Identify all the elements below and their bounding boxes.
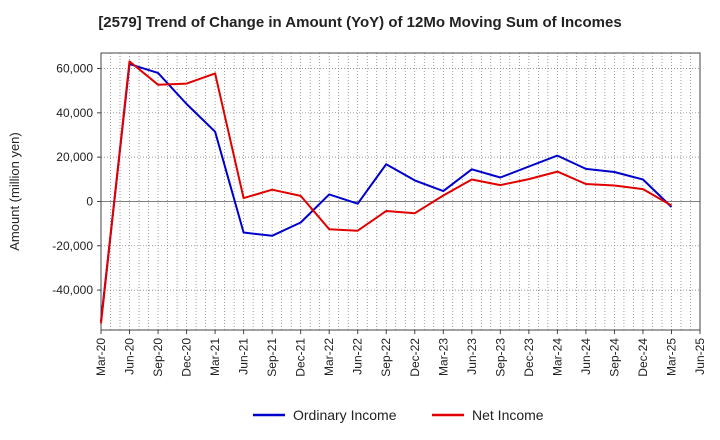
x-tick-label: Mar-23 (436, 338, 450, 376)
x-tick-label: Jun-25 (693, 338, 707, 375)
x-tick-label: Sep-21 (265, 338, 279, 377)
x-tick-label: Jun-24 (579, 338, 593, 375)
y-tick-label: -20,000 (52, 239, 93, 253)
x-tick-label: Mar-24 (550, 338, 564, 376)
x-tick-label: Jun-20 (123, 338, 137, 375)
x-tick-label: Dec-20 (180, 338, 194, 377)
x-tick-label: Jun-22 (351, 338, 365, 375)
x-tick-label: Mar-22 (322, 338, 336, 376)
x-tick-label: Jun-21 (237, 338, 251, 375)
y-tick-label: -40,000 (52, 283, 93, 297)
y-axis-label: Amount (million yen) (7, 132, 22, 251)
legend-label: Net Income (472, 407, 544, 423)
x-tick-label: Dec-23 (522, 338, 536, 377)
series-line-ordinary-income (100, 63, 673, 322)
x-tick-label: Sep-24 (607, 338, 621, 377)
plot-frame (100, 52, 701, 331)
x-tick-label: Sep-22 (379, 338, 393, 377)
x-tick-label: Jun-23 (465, 338, 479, 375)
x-tick-label: Dec-21 (294, 338, 308, 377)
y-tick-label: 60,000 (56, 62, 93, 76)
x-tick-label: Dec-24 (636, 338, 650, 377)
y-tick-label: 40,000 (56, 106, 93, 120)
y-tick-label: 20,000 (56, 150, 93, 164)
x-tick-label: Dec-22 (408, 338, 422, 377)
x-tick-label: Mar-21 (208, 338, 222, 376)
legend-label: Ordinary Income (293, 407, 397, 423)
y-tick-label: 0 (86, 194, 93, 208)
x-tick-label: Sep-20 (151, 338, 165, 377)
chart-title: [2579] Trend of Change in Amount (YoY) o… (98, 14, 622, 31)
series-line-net-income (100, 60, 672, 324)
x-tick-label: Mar-25 (664, 338, 678, 376)
x-tick-label: Mar-20 (94, 338, 108, 376)
x-tick-label: Sep-23 (493, 338, 507, 377)
